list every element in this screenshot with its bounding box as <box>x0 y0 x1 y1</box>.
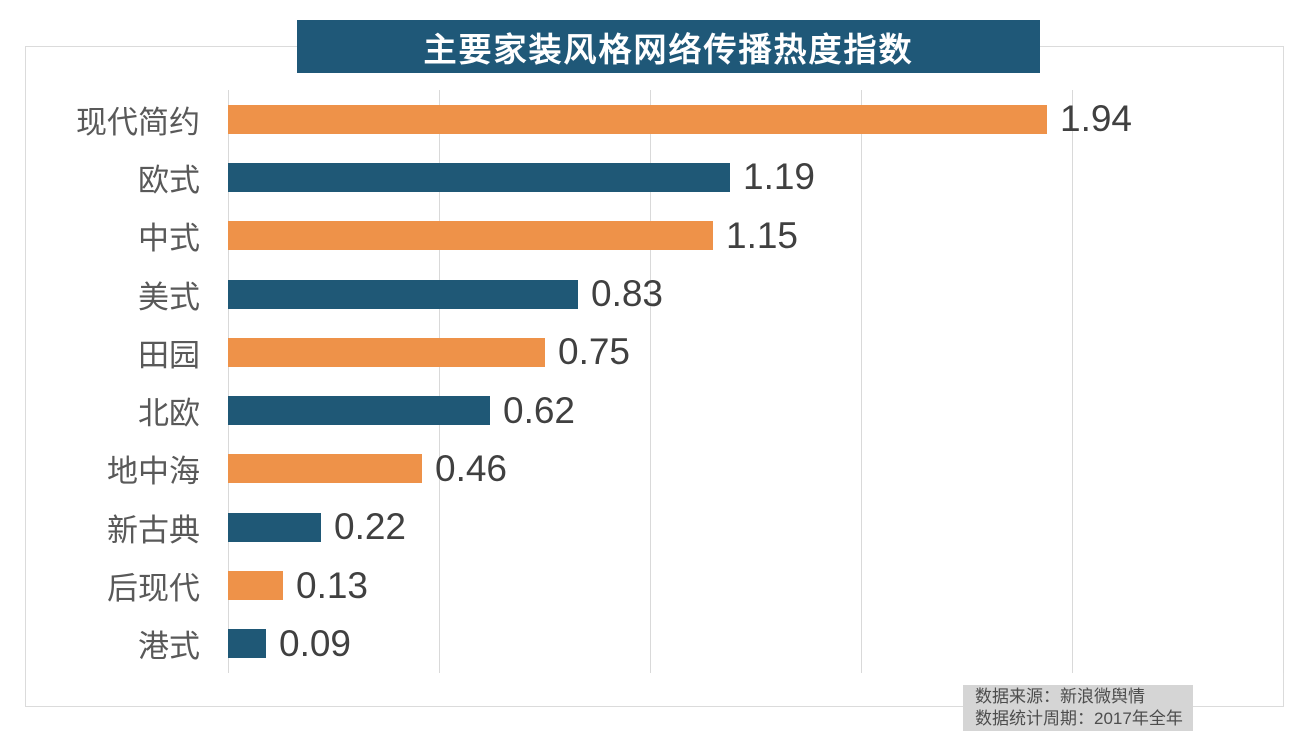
value-label: 1.19 <box>743 156 816 198</box>
gridline <box>1072 90 1073 673</box>
bar <box>228 571 283 601</box>
plot-area: 现代简约 1.94 欧式 1.19 中式 1.15 美式 0.83 田园 0.7… <box>0 90 1308 673</box>
bar <box>228 162 730 192</box>
bar <box>228 221 713 251</box>
category-label: 新古典 <box>107 512 200 548</box>
bar-wrap: 0.09 <box>228 623 351 665</box>
bar-row: 美式 0.83 <box>0 265 1308 323</box>
bar-row: 田园 0.75 <box>0 323 1308 381</box>
bar-wrap: 0.13 <box>228 565 368 607</box>
bar-wrap: 1.15 <box>228 215 798 257</box>
category-label: 美式 <box>138 279 200 315</box>
source-note-line-1: 数据来源：新浪微舆情 <box>975 687 1145 706</box>
category-label: 现代简约 <box>76 104 200 140</box>
chart-title: 主要家装风格网络传播热度指数 <box>297 20 1040 73</box>
bar-wrap: 0.46 <box>228 448 507 490</box>
gridline <box>439 90 440 673</box>
bar-row: 地中海 0.46 <box>0 440 1308 498</box>
gridline <box>228 90 229 673</box>
bar <box>228 396 490 426</box>
value-label: 0.83 <box>591 273 664 315</box>
value-label: 0.62 <box>503 389 576 431</box>
bar-rows: 现代简约 1.94 欧式 1.19 中式 1.15 美式 0.83 田园 0.7… <box>0 90 1308 673</box>
bar-row: 中式 1.15 <box>0 207 1308 265</box>
bar <box>228 454 422 484</box>
value-label: 0.22 <box>334 506 407 548</box>
bar <box>228 337 545 367</box>
value-label: 0.75 <box>558 331 631 373</box>
bar-row: 新古典 0.22 <box>0 498 1308 556</box>
category-label: 北欧 <box>138 396 200 432</box>
bar-wrap: 1.19 <box>228 156 815 198</box>
category-label: 田园 <box>138 337 200 373</box>
value-label: 0.09 <box>279 622 352 664</box>
value-label: 0.13 <box>296 564 369 606</box>
category-label: 后现代 <box>107 571 200 607</box>
bar-row: 港式 0.09 <box>0 615 1308 673</box>
bar-row: 北欧 0.62 <box>0 381 1308 439</box>
bar-wrap: 1.94 <box>228 98 1132 140</box>
bar <box>228 104 1047 134</box>
bar-wrap: 0.75 <box>228 331 630 373</box>
category-label: 中式 <box>138 221 200 257</box>
value-label: 1.15 <box>726 214 799 256</box>
bar-row: 后现代 0.13 <box>0 556 1308 614</box>
category-label: 地中海 <box>107 454 200 490</box>
bar <box>228 512 321 542</box>
source-note: 数据来源：新浪微舆情 数据统计周期：2017年全年 <box>963 685 1193 731</box>
bar <box>228 279 578 309</box>
gridline <box>650 90 651 673</box>
gridline <box>1283 90 1284 673</box>
category-label: 港式 <box>138 629 200 665</box>
source-note-line-2: 数据统计周期：2017年全年 <box>975 709 1183 728</box>
value-label: 0.46 <box>435 447 508 489</box>
bar-wrap: 0.83 <box>228 273 663 315</box>
gridline <box>861 90 862 673</box>
bar-wrap: 0.22 <box>228 506 406 548</box>
bar-row: 现代简约 1.94 <box>0 90 1308 148</box>
category-label: 欧式 <box>138 162 200 198</box>
value-label: 1.94 <box>1060 98 1133 140</box>
bar-row: 欧式 1.19 <box>0 148 1308 206</box>
bar-wrap: 0.62 <box>228 390 575 432</box>
bar <box>228 629 266 659</box>
